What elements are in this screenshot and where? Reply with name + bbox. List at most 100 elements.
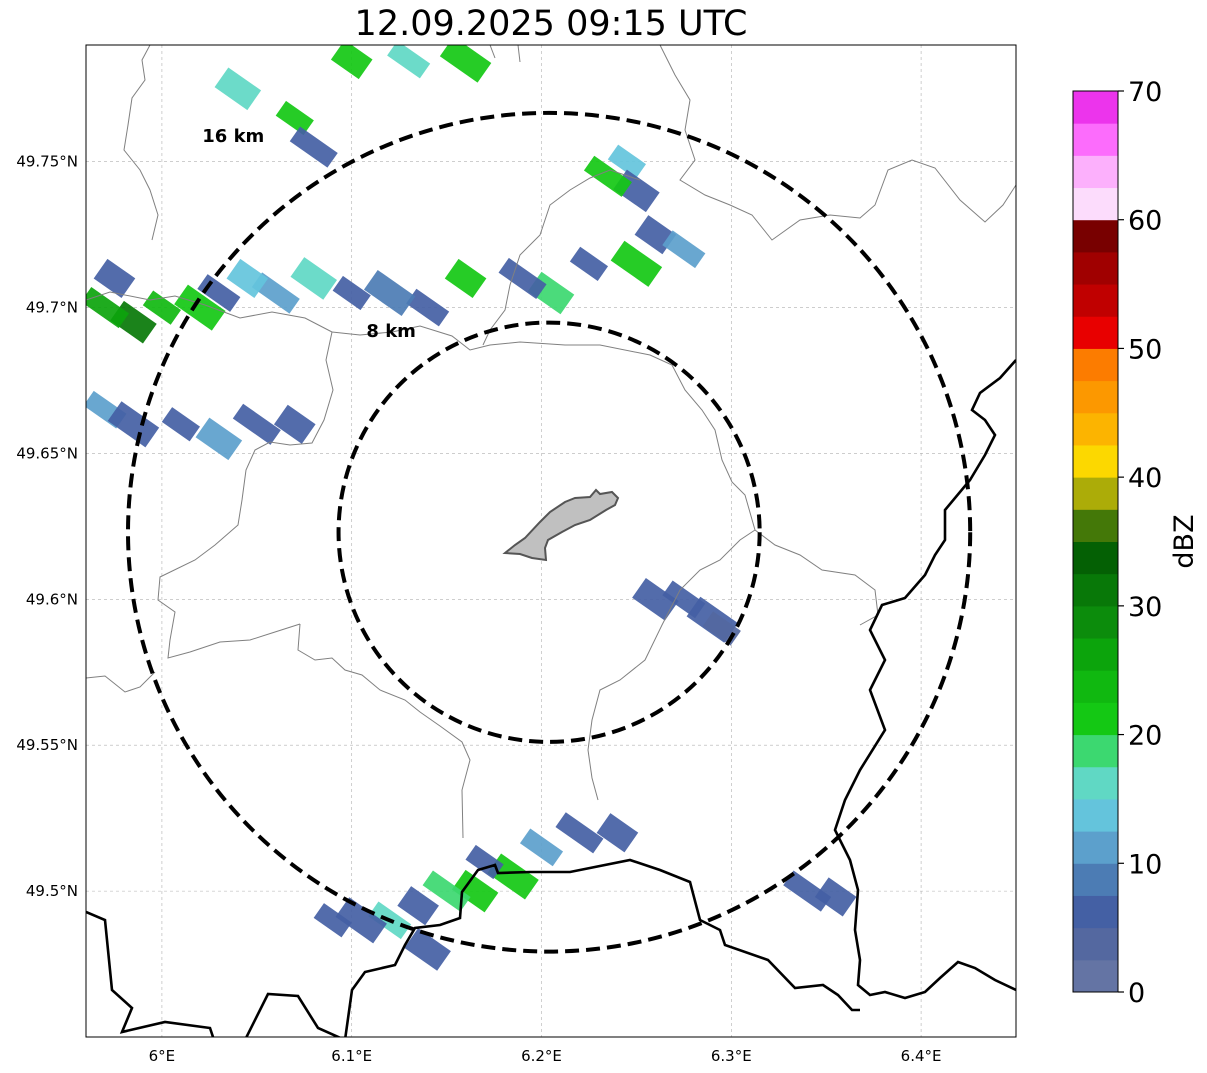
colorbar-segment [1073,444,1118,478]
colorbar-segment [1073,670,1118,703]
radar-echo-cell [583,155,632,197]
admin-boundary [157,331,334,659]
radar-echo-cell [555,812,604,854]
radar-echo-cell [363,269,416,317]
admin-boundary [297,623,471,839]
radar-echo-cell [596,813,639,853]
radar-echo-cell [226,258,269,298]
radar-echo-cell [107,401,160,448]
radar-echo-cell [519,828,564,867]
colorbar-segment [1073,316,1118,349]
radar-echo-cell [289,126,338,168]
radar-echo-cell [404,928,451,971]
radar-echo-cell [290,257,338,300]
radar-echo-cell [214,67,262,111]
radar-echo-cell [275,100,314,136]
radar-echo-cell [444,258,487,298]
colorbar-segment [1073,187,1118,221]
admin-boundary [659,45,1016,241]
colorbar-tick-label: 20 [1128,721,1162,752]
colorbar-tick-label: 50 [1128,334,1162,365]
radar-echo-cell [465,844,504,880]
admin-boundary [754,529,879,626]
colorbar-tick-label: 0 [1128,978,1145,1009]
latitude-ticks: 49.75°N 49.7°N 49.65°N 49.6°N 49.55°N 49.5°N [16,153,78,900]
radar-echo-cell [332,275,371,311]
colorbar-tick-label: 60 [1128,206,1162,237]
lat-tick-label: 49.6°N [26,590,78,608]
colorbar-segment [1073,251,1118,285]
national-border-south [86,858,860,1037]
colorbar-segment [1073,380,1118,414]
range-ring-label: 16 km [202,126,264,147]
colorbar-segment [1073,541,1118,575]
radar-echo-cell [161,407,200,442]
radar-echo-cell [313,903,352,938]
radar-echo-cell [273,404,316,444]
radar-echo-cell [814,877,857,917]
admin-boundary [86,291,206,306]
admin-boundary [331,325,756,531]
lat-tick-label: 49.75°N [16,153,78,171]
lon-tick-label: 6°E [149,1047,176,1065]
radar-echoes [86,45,857,971]
colorbar-segment [1073,831,1118,864]
colorbar-tick-label: 30 [1128,592,1162,623]
lat-tick-label: 49.7°N [26,299,78,317]
radar-echo-cell [422,870,471,912]
colorbar-segment [1073,284,1118,317]
radar-echo-cell [232,403,281,445]
colorbar-segment [1073,766,1118,800]
colorbar-segment [1073,412,1118,446]
range-ring-label: 8 km [366,321,416,342]
lat-tick-label: 49.65°N [16,444,78,462]
colorbar-segment [1073,348,1118,382]
colorbar-segment [1073,605,1118,639]
city-area-shape [502,488,620,562]
colorbar-segment [1073,798,1118,832]
radar-echo-cell [569,246,609,281]
colorbar-segment [1073,959,1118,993]
admin-boundaries [86,45,1016,839]
colorbar-segment [1073,91,1118,124]
radar-echo-cell [783,870,832,912]
radar-echo-cell [174,284,226,331]
colorbar-segment [1073,509,1118,542]
colorbar-segment [1073,477,1118,510]
radar-echo-cell [607,144,647,179]
colorbar-segment [1073,702,1118,736]
radar-echo-cell [142,290,182,325]
admin-boundary [489,45,496,59]
radar-echo-cell [397,886,439,926]
colorbar-segment [1073,895,1118,929]
map-frame [85,44,1017,1038]
colorbar-tick-label: 70 [1128,77,1162,108]
admin-boundary [204,304,333,333]
colorbar-segment [1073,638,1118,671]
colorbar-label: dBZ [1169,514,1200,568]
radar-echo-cell [195,417,243,461]
lon-tick-label: 6.4°E [901,1047,942,1065]
colorbar-frame [1072,90,1119,993]
radar-echo-cell [451,869,499,913]
radar-echo-cell [330,45,373,80]
lat-tick-label: 49.5°N [26,882,78,900]
radar-echo-cell [439,45,492,83]
lon-tick-label: 6.2°E [521,1047,562,1065]
map-background [86,45,1016,1037]
radar-echo-cell [93,258,136,298]
map-title: 12.09.2025 09:15 UTC [354,4,748,44]
admin-boundary [86,671,156,693]
radar-echo-cell [406,288,450,327]
colorbar-segment [1073,863,1118,896]
national-border-east [833,359,1016,1000]
colorbar-segment [1073,123,1118,156]
lat-tick-label: 49.55°N [16,736,78,754]
colorbar-segment [1073,927,1118,961]
colorbar: 0 10 20 30 40 50 60 70 dBZ [1072,77,1200,1009]
admin-boundary [517,45,521,63]
admin-boundary [123,45,159,241]
admin-boundary [482,169,641,346]
admin-boundary [587,529,756,801]
